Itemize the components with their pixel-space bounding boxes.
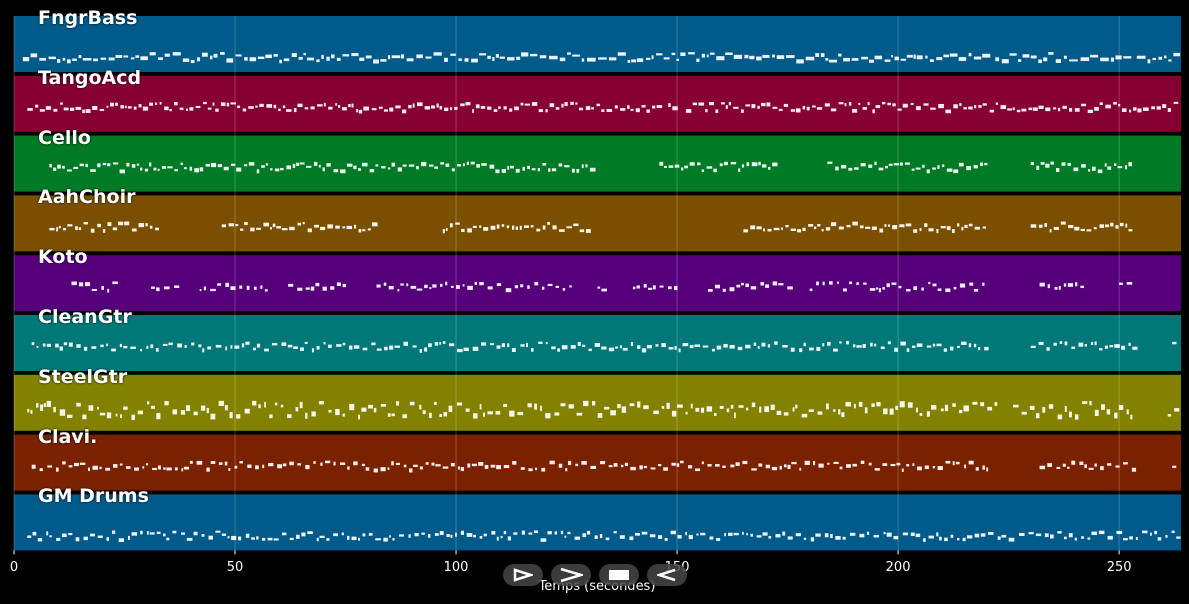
x-tick-label: 50 bbox=[226, 560, 244, 575]
track-lane bbox=[14, 195, 1181, 252]
track-label: FngrBass bbox=[38, 7, 138, 29]
track-lane bbox=[14, 315, 1181, 371]
track-lane bbox=[14, 374, 1181, 431]
track-notes bbox=[27, 101, 1179, 114]
x-tick-label: 0 bbox=[9, 560, 19, 575]
track-lane bbox=[14, 494, 1181, 551]
play-button[interactable] bbox=[503, 564, 543, 586]
track-notes bbox=[49, 221, 1133, 234]
stop-icon bbox=[609, 570, 629, 580]
rewind-icon bbox=[657, 568, 676, 582]
track-label: TangoAcd bbox=[38, 66, 142, 89]
track-label: GM Drums bbox=[38, 485, 149, 508]
track-notes bbox=[49, 161, 1133, 174]
track-notes bbox=[27, 400, 1180, 421]
track-lane bbox=[14, 255, 1181, 312]
x-tick-label: 100 bbox=[443, 560, 469, 575]
play-icon bbox=[513, 568, 533, 582]
track-label: Koto bbox=[38, 246, 88, 269]
rewind-button[interactable] bbox=[647, 564, 687, 586]
track-label: Clavi. bbox=[38, 425, 98, 448]
track-notes bbox=[22, 52, 1181, 64]
track-lane bbox=[14, 135, 1181, 192]
x-tick-label: 200 bbox=[885, 560, 911, 575]
track-lane bbox=[14, 434, 1181, 491]
track-notes bbox=[27, 530, 1181, 543]
track-label: AahChoir bbox=[38, 186, 136, 209]
forward-button[interactable] bbox=[551, 564, 591, 586]
track-label: Cello bbox=[38, 126, 91, 149]
x-tick-label: 250 bbox=[1106, 560, 1132, 575]
track-label: CleanGtr bbox=[38, 306, 132, 328]
track-label: SteelGtr bbox=[38, 365, 128, 388]
track-notes bbox=[71, 281, 1133, 293]
track-notes bbox=[31, 341, 1177, 353]
forward-icon bbox=[560, 568, 583, 582]
stop-button[interactable] bbox=[599, 564, 639, 586]
track-lane bbox=[14, 16, 1181, 72]
track-notes bbox=[31, 460, 1177, 473]
